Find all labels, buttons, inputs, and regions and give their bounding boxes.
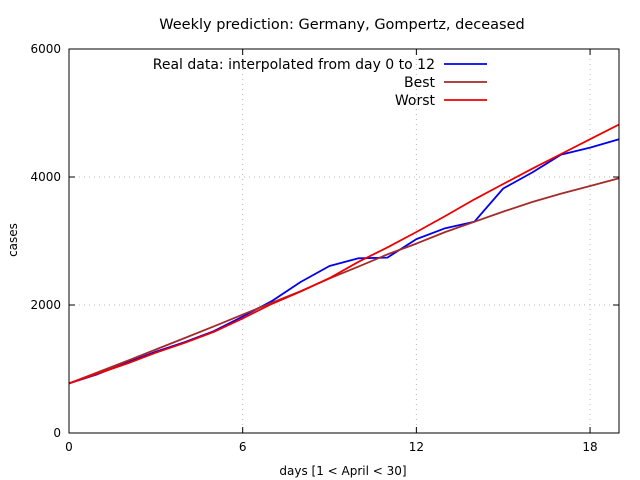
x-tick-label: 0 <box>65 440 73 454</box>
legend: Real data: interpolated from day 0 to 12… <box>153 57 487 109</box>
y-axis-label: cases <box>6 223 20 257</box>
x-tick-label: 12 <box>409 440 424 454</box>
grid <box>69 49 619 433</box>
x-tick-label: 6 <box>239 440 247 454</box>
series-line-2 <box>68 177 620 385</box>
y-tick-label: 2000 <box>30 298 61 312</box>
axis-ticks: 0 6 12 18 0 2000 4000 6000 <box>30 42 619 454</box>
chart-title: Weekly prediction: Germany, Gompertz, de… <box>159 17 524 33</box>
y-tick-label: 4000 <box>30 170 61 184</box>
x-tick-label: 18 <box>582 440 597 454</box>
legend-label: Best <box>404 75 436 91</box>
series-line-3 <box>68 123 620 385</box>
series-line-1 <box>68 138 620 385</box>
series-lines <box>68 123 620 385</box>
x-axis-label: days [1 < April < 30] <box>279 464 406 478</box>
legend-label: Worst <box>395 93 436 109</box>
legend-label: Real data: interpolated from day 0 to 12 <box>153 57 435 73</box>
plot-frame <box>68 48 620 434</box>
y-tick-label: 0 <box>53 426 61 440</box>
y-tick-label: 6000 <box>30 42 61 56</box>
